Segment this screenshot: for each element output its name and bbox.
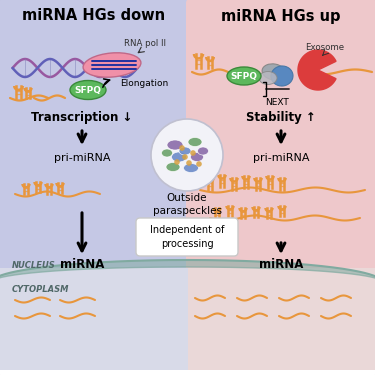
Bar	[188, 268, 375, 375]
Text: Elongation: Elongation	[120, 80, 168, 88]
Circle shape	[174, 159, 180, 165]
Bar	[0, 268, 188, 375]
Circle shape	[190, 150, 196, 156]
Polygon shape	[298, 50, 336, 90]
FancyBboxPatch shape	[136, 218, 238, 256]
Ellipse shape	[262, 64, 286, 80]
Text: SFPQ: SFPQ	[231, 72, 258, 81]
Circle shape	[151, 119, 223, 191]
Text: Transcription ↓: Transcription ↓	[31, 111, 133, 125]
Text: miRNA: miRNA	[60, 258, 104, 272]
Text: Independent of
processing: Independent of processing	[150, 225, 224, 249]
Text: Outside
paraspeckles: Outside paraspeckles	[153, 193, 222, 216]
Ellipse shape	[188, 138, 202, 147]
Text: NUCLEUS: NUCLEUS	[12, 261, 56, 270]
Ellipse shape	[271, 66, 293, 86]
Ellipse shape	[183, 164, 198, 172]
Ellipse shape	[179, 147, 191, 155]
Ellipse shape	[259, 72, 277, 84]
Text: pri-miRNA: pri-miRNA	[253, 153, 309, 163]
Text: Stability ↑: Stability ↑	[246, 111, 316, 125]
Text: CYTOPLASM: CYTOPLASM	[12, 285, 69, 294]
Text: SFPQ: SFPQ	[75, 86, 102, 94]
Ellipse shape	[166, 162, 180, 171]
Circle shape	[196, 161, 202, 167]
Text: NEXT: NEXT	[265, 98, 289, 107]
Text: pri-miRNA: pri-miRNA	[54, 153, 110, 163]
Text: miRNA: miRNA	[259, 258, 303, 272]
Ellipse shape	[83, 53, 141, 77]
Text: miRNA HGs down: miRNA HGs down	[22, 9, 166, 24]
FancyBboxPatch shape	[186, 0, 375, 275]
Circle shape	[186, 160, 192, 166]
Ellipse shape	[190, 153, 204, 162]
Ellipse shape	[227, 67, 261, 85]
Ellipse shape	[198, 147, 208, 155]
Ellipse shape	[167, 140, 183, 150]
Ellipse shape	[171, 152, 186, 162]
Text: Exosome: Exosome	[305, 43, 345, 52]
Circle shape	[182, 154, 188, 160]
Bar	[0, 370, 375, 375]
Ellipse shape	[70, 81, 106, 99]
FancyBboxPatch shape	[0, 0, 189, 275]
Circle shape	[179, 145, 185, 151]
Text: miRNA HGs up: miRNA HGs up	[221, 9, 341, 24]
Ellipse shape	[162, 149, 172, 157]
Text: RNA pol II: RNA pol II	[124, 39, 166, 48]
